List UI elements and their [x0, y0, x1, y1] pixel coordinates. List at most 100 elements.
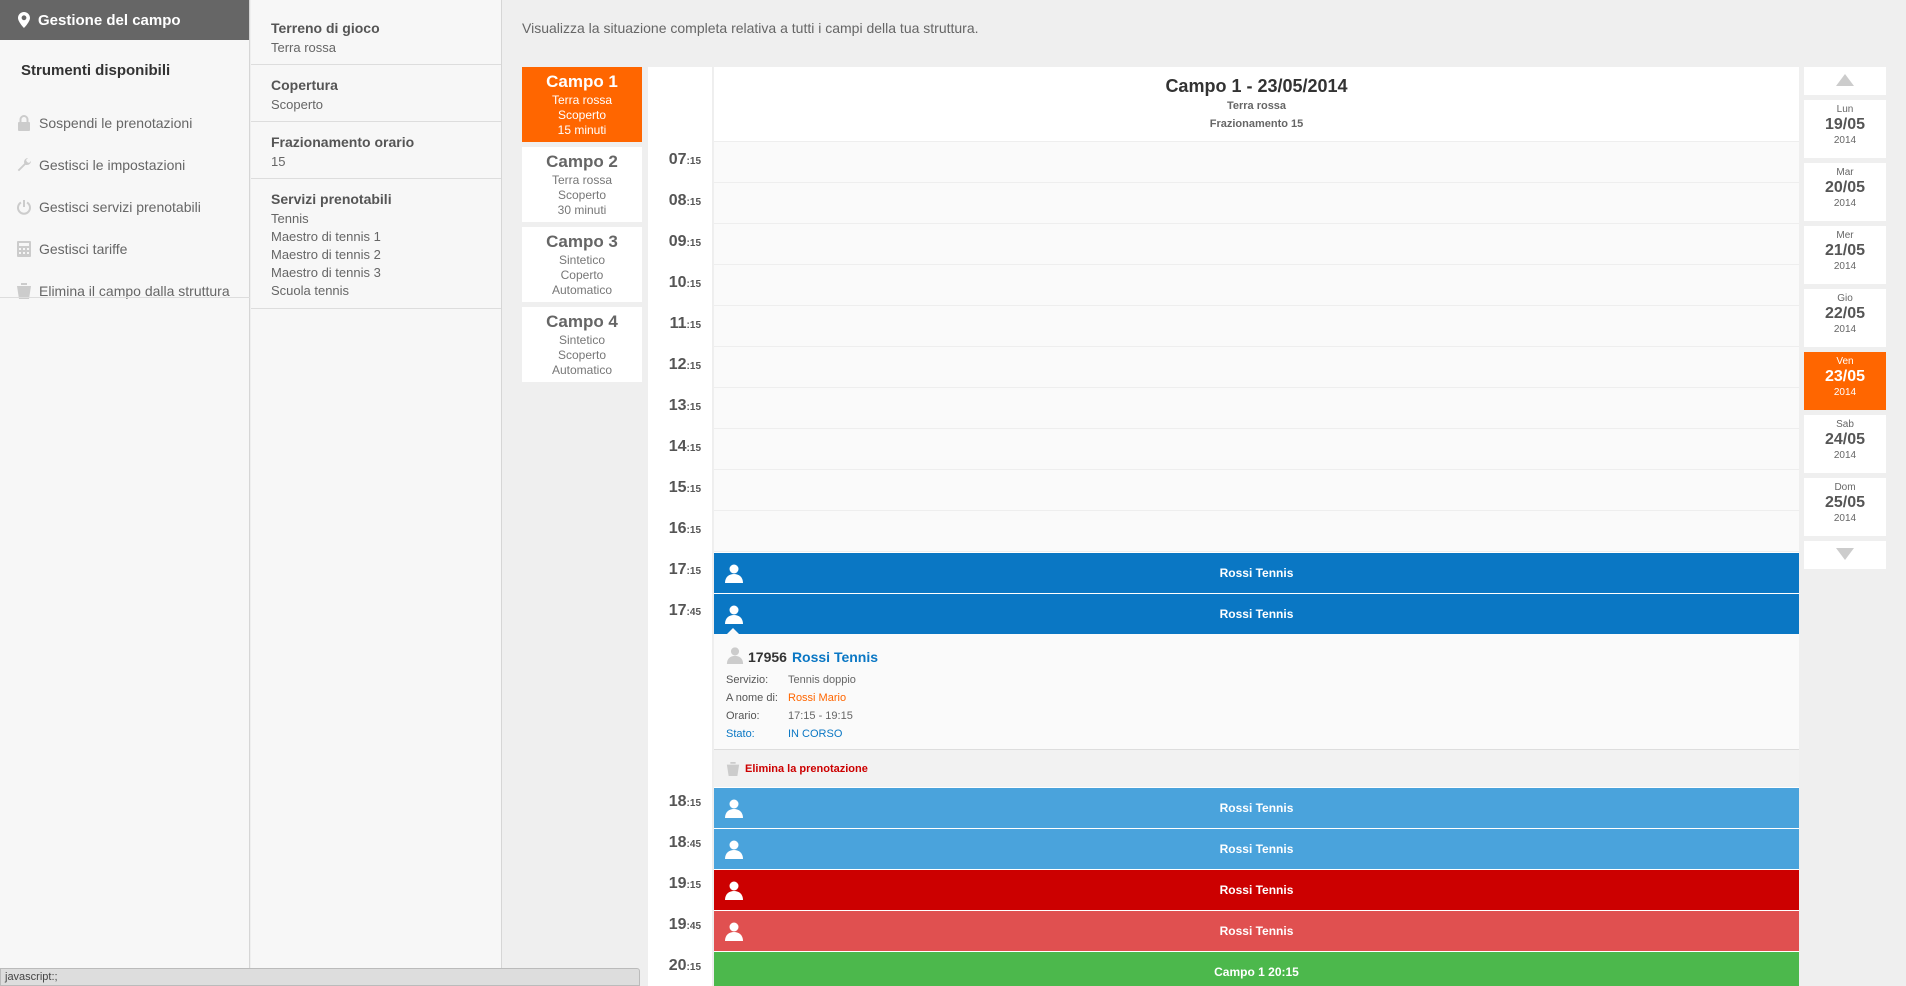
- user-icon: [724, 604, 744, 624]
- booking-slot[interactable]: Rossi Tennis: [714, 788, 1799, 828]
- lock-icon: [15, 114, 33, 132]
- court-surface: Sintetico: [558, 253, 606, 267]
- booking-label: Campo 1 20:15: [1214, 965, 1299, 979]
- day-item[interactable]: Mar 20/05 2014: [1804, 163, 1886, 221]
- court-surface: Terra rossa: [551, 93, 613, 107]
- booking-label: Rossi Tennis: [1219, 842, 1294, 856]
- delete-booking-button[interactable]: Elimina la prenotazione: [714, 749, 1799, 787]
- arrow-up-icon: [1836, 73, 1854, 89]
- tool-item-label: Sospendi le prenotazioni: [39, 115, 193, 131]
- court-cover: Coperto: [560, 268, 604, 282]
- free-slot-button[interactable]: Campo 1 20:15: [714, 952, 1799, 986]
- day-item[interactable]: Dom 25/05 2014: [1804, 478, 1886, 536]
- schedule-header: Campo 1 - 23/05/2014 Terra rossa Frazion…: [714, 67, 1799, 142]
- service-item: Tennis: [271, 211, 309, 226]
- booking-details-panel: 17956 Rossi Tennis Servizio: Tennis doppi…: [714, 634, 1799, 753]
- info-frazionamento: Frazionamento orario 15: [251, 122, 501, 179]
- court-cover: Scoperto: [557, 188, 607, 202]
- booking-slot[interactable]: Rossi Tennis: [714, 594, 1799, 635]
- day-date: 22/05: [1824, 305, 1866, 322]
- court-name: Campo 4: [546, 312, 618, 331]
- court-name: Campo 2: [546, 152, 618, 171]
- time-label: 19:15: [668, 875, 701, 892]
- detail-key: Orario:: [726, 710, 760, 722]
- empty-slot[interactable]: [714, 470, 1799, 511]
- court-tab-2[interactable]: Campo 2 Terra rossa Scoperto 30 minuti: [522, 147, 642, 222]
- browser-status-bar: javascript:;: [0, 968, 640, 986]
- empty-slot[interactable]: [714, 142, 1799, 183]
- empty-slot[interactable]: [714, 511, 1799, 552]
- schedule-surface: Terra rossa: [1226, 100, 1287, 112]
- day-year: 2014: [1833, 135, 1857, 146]
- manage-services-link[interactable]: Gestisci servizi prenotabili: [0, 186, 249, 228]
- empty-slot[interactable]: [714, 388, 1799, 429]
- booking-slot[interactable]: Rossi Tennis: [714, 829, 1799, 869]
- empty-slot[interactable]: [714, 224, 1799, 265]
- time-label: 12:15: [668, 356, 701, 373]
- detail-nome: A nome di: Rossi Mario: [726, 692, 846, 704]
- empty-slot[interactable]: [714, 265, 1799, 306]
- time-label: 15:15: [668, 479, 701, 496]
- day-name: Lun: [1836, 104, 1854, 115]
- power-icon: [15, 198, 33, 216]
- time-label: 10:15: [668, 274, 701, 291]
- time-label: 11:15: [669, 315, 701, 332]
- day-year: 2014: [1833, 324, 1857, 335]
- user-icon: [724, 839, 744, 859]
- user-icon: [726, 646, 744, 667]
- calculator-icon: [15, 240, 33, 258]
- wrench-icon: [15, 156, 33, 174]
- day-date: 19/05: [1824, 116, 1866, 133]
- day-date: 21/05: [1824, 242, 1866, 259]
- sidebar-divider: [0, 297, 250, 298]
- delete-court-link[interactable]: Elimina il campo dalla struttura: [0, 270, 249, 312]
- detail-value: Tennis doppio: [788, 674, 856, 686]
- booking-slot[interactable]: Rossi Tennis: [714, 553, 1799, 593]
- previous-days-button[interactable]: [1804, 67, 1886, 95]
- court-cover: Scoperto: [557, 108, 607, 122]
- suspend-bookings-link[interactable]: Sospendi le prenotazioni: [0, 102, 249, 144]
- empty-slot[interactable]: [714, 347, 1799, 388]
- day-item[interactable]: Mer 21/05 2014: [1804, 226, 1886, 284]
- day-year: 2014: [1833, 387, 1857, 398]
- time-label: 20:15: [668, 957, 701, 974]
- sidebar-header[interactable]: Gestione del campo: [0, 0, 249, 40]
- booking-slot[interactable]: Rossi Tennis: [714, 911, 1799, 951]
- booking-label: Rossi Tennis: [1219, 566, 1294, 580]
- day-item[interactable]: Lun 19/05 2014: [1804, 100, 1886, 158]
- booking-label: Rossi Tennis: [1219, 924, 1294, 938]
- info-label: Copertura: [271, 77, 338, 93]
- empty-slot[interactable]: [714, 183, 1799, 224]
- court-name: Campo 1: [546, 72, 618, 91]
- service-item: Maestro di tennis 2: [271, 247, 381, 262]
- user-icon: [724, 880, 744, 900]
- court-tab-4[interactable]: Campo 4 Sintetico Scoperto Automatico: [522, 307, 642, 382]
- empty-slot[interactable]: [714, 306, 1799, 347]
- service-item: Maestro di tennis 3: [271, 265, 381, 280]
- user-icon: [724, 921, 744, 941]
- day-selector: Lun 19/05 2014 Mar 20/05 2014 Mer 21/05 …: [1804, 67, 1886, 569]
- day-item-selected[interactable]: Ven 23/05 2014: [1804, 352, 1886, 410]
- service-item: Maestro di tennis 1: [271, 229, 381, 244]
- day-date: 25/05: [1824, 494, 1866, 511]
- trash-icon: [726, 761, 740, 776]
- day-name: Mar: [1836, 167, 1854, 178]
- court-tab-3[interactable]: Campo 3 Sintetico Coperto Automatico: [522, 227, 642, 302]
- next-days-button[interactable]: [1804, 541, 1886, 569]
- day-item[interactable]: Gio 22/05 2014: [1804, 289, 1886, 347]
- manage-settings-link[interactable]: Gestisci le impostazioni: [0, 144, 249, 186]
- manage-rates-link[interactable]: Gestisci tariffe: [0, 228, 249, 270]
- info-label: Terreno di gioco: [271, 20, 380, 36]
- day-item[interactable]: Sab 24/05 2014: [1804, 415, 1886, 473]
- court-tab-1[interactable]: Campo 1 Terra rossa Scoperto 15 minuti: [522, 67, 642, 142]
- booking-name[interactable]: Rossi Tennis: [791, 648, 879, 665]
- empty-slot[interactable]: [714, 429, 1799, 470]
- court-name: Campo 3: [546, 232, 618, 251]
- booking-details-title: 17956 Rossi Tennis: [726, 646, 878, 667]
- detail-key: A nome di:: [726, 692, 778, 704]
- detail-value[interactable]: Rossi Mario: [788, 692, 847, 704]
- user-icon: [724, 798, 744, 818]
- booking-slot[interactable]: Rossi Tennis: [714, 870, 1799, 910]
- tool-item-label: Elimina il campo dalla struttura: [39, 283, 230, 299]
- tool-item-label: Gestisci servizi prenotabili: [39, 199, 201, 215]
